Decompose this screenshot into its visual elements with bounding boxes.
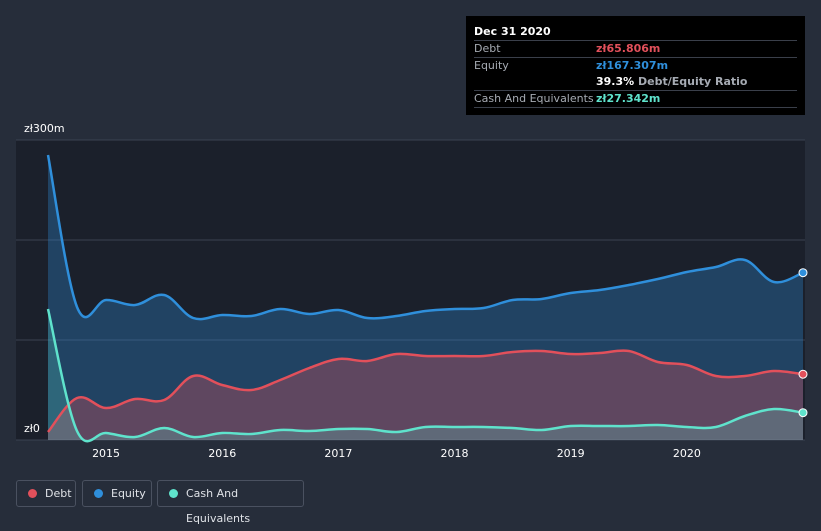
tooltip-row-cash: Cash And Equivalents zł27.342m (474, 91, 797, 108)
equity-area (48, 155, 803, 440)
tooltip-row-debt: Debt zł65.806m (474, 41, 797, 58)
legend-debt-dot-icon (28, 489, 37, 498)
debt-end-marker (798, 369, 808, 379)
tooltip-equity-value: zł167.307m (596, 59, 669, 72)
equity-line (46, 154, 804, 321)
tooltip-debt-value: zł65.806m (596, 42, 661, 55)
tooltip-ratio-label: Debt/Equity Ratio (638, 75, 748, 88)
tooltip-row-equity: Equity zł167.307m (474, 58, 797, 74)
series-end-markers (798, 268, 808, 418)
tooltip-date: Dec 31 2020 (474, 24, 797, 41)
legend-item-cash[interactable]: Cash And Equivalents (157, 480, 304, 525)
x-tick-label: 2020 (673, 447, 701, 460)
gridlines (16, 139, 805, 441)
tooltip-row-ratio: 39.3% Debt/Equity Ratio (474, 74, 797, 91)
tooltip-cash-label: Cash And Equivalents (474, 92, 594, 105)
legend-cash-label: Cash And Equivalents (186, 487, 251, 525)
tooltip-ratio: 39.3% Debt/Equity Ratio (596, 74, 747, 90)
x-tick-label: 2016 (208, 447, 236, 460)
tooltip-ratio-pct: 39.3% (596, 75, 635, 88)
cash-area (48, 309, 803, 442)
cash-end-marker (798, 408, 808, 418)
plot-future-area (16, 140, 805, 440)
legend-equity-dot-icon (94, 489, 103, 498)
tooltip-cash-value: zł27.342m (596, 92, 661, 105)
cash-line (46, 308, 804, 443)
tooltip-equity-label: Equity (474, 59, 509, 72)
equity-end-marker (798, 268, 808, 278)
y-axis-labels: zł300m zł0 (24, 122, 65, 435)
x-tick-label: 2018 (441, 447, 469, 460)
series-areas (48, 155, 803, 442)
legend-equity-label: Equity (111, 487, 146, 500)
debt-area (48, 350, 803, 440)
legend-item-debt[interactable]: Debt (16, 480, 76, 507)
legend-cash-dot-icon (169, 489, 178, 498)
x-axis-labels: 2015 2016 2017 2018 2019 2020 (92, 447, 701, 460)
y-tick-label: zł300m (24, 122, 65, 135)
series-lines (46, 154, 804, 443)
tooltip-panel: Dec 31 2020 Debt zł65.806m Equity zł167.… (466, 16, 805, 115)
y-tick-label: zł0 (24, 422, 40, 435)
x-tick-label: 2015 (92, 447, 120, 460)
x-tick-label: 2017 (324, 447, 352, 460)
legend-item-equity[interactable]: Equity (82, 480, 152, 507)
legend-debt-label: Debt (45, 487, 72, 500)
x-tick-label: 2019 (557, 447, 585, 460)
tooltip-debt-label: Debt (474, 42, 501, 55)
debt-line (47, 349, 804, 433)
